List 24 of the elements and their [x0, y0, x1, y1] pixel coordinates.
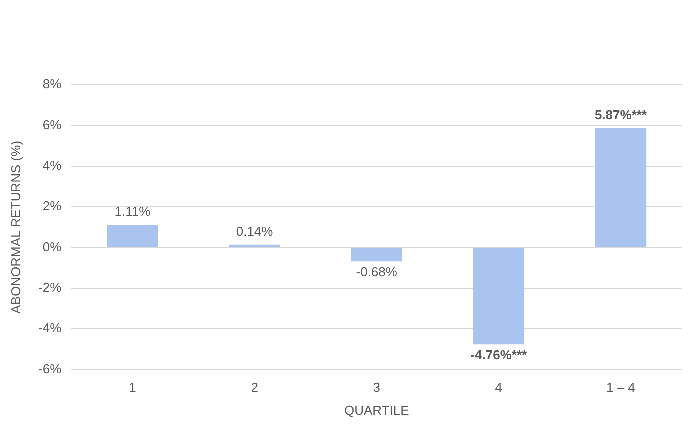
- bar: [351, 248, 402, 262]
- x-tick-label: 2: [251, 380, 258, 396]
- y-tick-label: 2%: [42, 198, 62, 214]
- x-tick-label: 4: [495, 380, 503, 396]
- y-tick-label: 6%: [42, 117, 62, 132]
- y-tick-label: 4%: [42, 158, 62, 173]
- data-label: 5.87%***: [594, 107, 648, 122]
- data-label: -4.76%***: [470, 348, 528, 363]
- x-tick-label: 1: [129, 380, 136, 396]
- bar: [595, 128, 647, 248]
- x-axis-title: QUARTILE: [344, 402, 410, 418]
- y-tick-label: 8%: [42, 76, 62, 92]
- bar: [107, 225, 158, 248]
- y-tick-label: -4%: [38, 320, 62, 336]
- y-tick-label: -6%: [38, 361, 62, 376]
- y-tick-label: -2%: [38, 280, 62, 296]
- y-tick-label: 0%: [42, 239, 62, 254]
- data-label: 0.14%: [236, 224, 274, 239]
- bar: [473, 248, 525, 345]
- y-axis-title: ABONORMAL RETURNS (%): [8, 140, 24, 314]
- x-tick-label: 1 – 4: [606, 380, 636, 396]
- data-label: 1.11%: [114, 204, 152, 220]
- data-label: -0.68%: [356, 264, 398, 280]
- x-tick-label: 3: [373, 380, 380, 396]
